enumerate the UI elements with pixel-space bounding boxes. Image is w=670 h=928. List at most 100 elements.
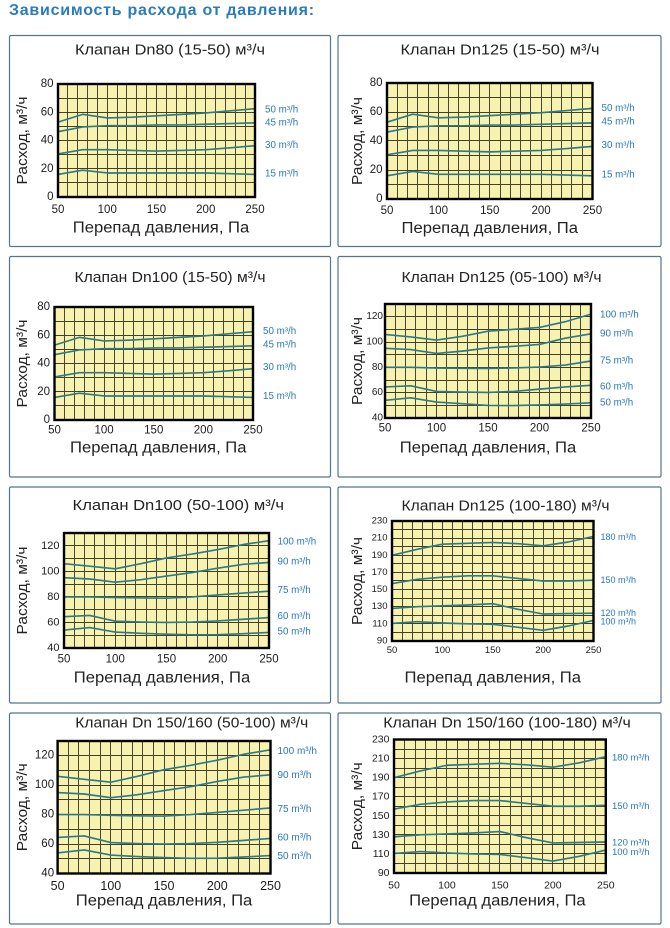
svg-text:200: 200 (532, 205, 551, 217)
svg-text:100: 100 (429, 205, 448, 217)
svg-text:150: 150 (147, 204, 166, 216)
svg-text:60 m³/h: 60 m³/h (278, 611, 311, 622)
svg-text:Перепад давления, Па: Перепад давления, Па (400, 440, 577, 457)
svg-text:Расход, м³/ч: Расход, м³/ч (14, 763, 31, 851)
svg-text:150 m³/h: 150 m³/h (612, 801, 650, 812)
svg-text:60: 60 (41, 838, 54, 850)
svg-text:30 m³/h: 30 m³/h (265, 140, 298, 151)
svg-text:75 m³/h: 75 m³/h (278, 804, 312, 815)
svg-text:250: 250 (259, 654, 278, 666)
svg-text:100: 100 (35, 779, 54, 791)
svg-text:190: 190 (372, 772, 390, 784)
svg-text:100 m³/h: 100 m³/h (601, 617, 637, 627)
svg-text:120: 120 (41, 540, 59, 552)
svg-text:Клапан Dn 150/160 (100-180) м³: Клапан Dn 150/160 (100-180) м³/ч (383, 715, 631, 732)
svg-text:20: 20 (370, 164, 383, 176)
svg-text:60: 60 (372, 387, 384, 398)
svg-text:150: 150 (478, 423, 497, 435)
svg-text:100: 100 (100, 879, 121, 893)
svg-text:40: 40 (47, 642, 59, 654)
svg-text:60: 60 (370, 106, 383, 118)
svg-text:75 m³/h: 75 m³/h (600, 356, 633, 367)
svg-text:100: 100 (438, 880, 456, 892)
svg-text:150: 150 (372, 584, 388, 595)
svg-text:80: 80 (41, 809, 54, 821)
svg-text:200: 200 (194, 425, 213, 437)
svg-text:100 m³/h: 100 m³/h (600, 309, 639, 320)
svg-text:250: 250 (260, 879, 281, 893)
svg-text:230: 230 (372, 516, 388, 527)
svg-text:40: 40 (41, 868, 54, 880)
svg-text:230: 230 (372, 734, 390, 746)
svg-text:90 m³/h: 90 m³/h (600, 328, 633, 339)
svg-text:Расход, м³/ч: Расход, м³/ч (14, 97, 31, 185)
svg-text:50: 50 (379, 423, 392, 435)
svg-text:Перепад давления, Па: Перепад давления, Па (73, 220, 250, 237)
svg-text:130: 130 (372, 601, 388, 612)
svg-text:Клапан Dn100 (15-50) м³/ч: Клапан Dn100 (15-50) м³/ч (75, 269, 266, 286)
svg-text:Расход, м³/ч: Расход, м³/ч (14, 320, 31, 408)
svg-text:250: 250 (597, 880, 615, 892)
svg-text:180 m³/h: 180 m³/h (612, 753, 650, 764)
svg-text:110: 110 (372, 618, 387, 629)
svg-text:50 m³/h: 50 m³/h (278, 851, 312, 862)
svg-text:40: 40 (41, 135, 54, 147)
svg-text:90: 90 (377, 636, 388, 647)
svg-text:45 m³/h: 45 m³/h (602, 117, 635, 128)
svg-text:0: 0 (47, 191, 53, 203)
svg-text:Клапан Dn 150/160 (50-100) м³/: Клапан Dn 150/160 (50-100) м³/ч (75, 715, 308, 732)
svg-text:200: 200 (530, 423, 549, 435)
svg-text:50 m³/h: 50 m³/h (602, 103, 635, 114)
svg-text:50 m³/h: 50 m³/h (600, 398, 633, 409)
svg-text:15 m³/h: 15 m³/h (602, 170, 635, 181)
svg-text:0: 0 (376, 193, 382, 205)
svg-text:100: 100 (434, 645, 450, 656)
svg-text:90: 90 (378, 867, 390, 879)
svg-text:20: 20 (41, 163, 54, 175)
svg-text:Клапан Dn125 (05-100) м³/ч: Клапан Dn125 (05-100) м³/ч (402, 269, 602, 286)
svg-text:Перепад давления, Па: Перепад давления, Па (409, 893, 586, 910)
svg-text:180 m³/h: 180 m³/h (601, 532, 637, 542)
svg-text:130: 130 (372, 829, 390, 841)
svg-text:40: 40 (370, 135, 383, 147)
svg-text:20: 20 (37, 386, 50, 398)
svg-text:75 m³/h: 75 m³/h (278, 585, 311, 596)
svg-text:Клапан Dn125 (15-50) м³/ч: Клапан Dn125 (15-50) м³/ч (401, 42, 600, 59)
svg-text:50: 50 (388, 880, 400, 892)
svg-text:Перепад давления, Па: Перепад давления, Па (70, 440, 247, 457)
svg-text:100: 100 (98, 204, 117, 216)
svg-text:30 m³/h: 30 m³/h (263, 362, 296, 373)
svg-text:60: 60 (37, 329, 50, 341)
svg-text:250: 250 (245, 204, 264, 216)
svg-text:15 m³/h: 15 m³/h (263, 391, 296, 402)
svg-text:60 m³/h: 60 m³/h (278, 833, 312, 844)
svg-text:50 m³/h: 50 m³/h (278, 627, 311, 638)
svg-text:15 m³/h: 15 m³/h (265, 168, 298, 179)
svg-text:50: 50 (58, 654, 71, 666)
svg-text:90 m³/h: 90 m³/h (278, 770, 312, 781)
svg-text:60: 60 (41, 106, 54, 118)
svg-text:200: 200 (535, 645, 551, 656)
svg-text:0: 0 (44, 414, 50, 426)
svg-text:120 m³/h: 120 m³/h (612, 837, 650, 848)
svg-text:50: 50 (48, 425, 61, 437)
svg-text:Перепад давления, Па: Перепад давления, Па (405, 670, 582, 687)
svg-text:Расход, м³/ч: Расход, м³/ч (349, 537, 366, 625)
svg-text:80: 80 (370, 77, 383, 89)
svg-text:Расход, м³/ч: Расход, м³/ч (349, 317, 366, 405)
svg-text:50: 50 (387, 645, 398, 656)
svg-text:100: 100 (366, 337, 383, 348)
svg-text:100: 100 (41, 565, 59, 577)
svg-text:30 m³/h: 30 m³/h (602, 140, 635, 151)
svg-text:80: 80 (47, 591, 59, 603)
svg-text:60: 60 (47, 616, 59, 628)
svg-text:80: 80 (372, 362, 384, 373)
svg-text:Перепад давления, Па: Перепад давления, Па (74, 670, 251, 687)
svg-text:170: 170 (372, 567, 388, 578)
svg-text:Расход, м³/ч: Расход, м³/ч (349, 762, 366, 850)
svg-text:200: 200 (544, 880, 562, 892)
svg-text:200: 200 (196, 204, 215, 216)
svg-text:60 m³/h: 60 m³/h (600, 381, 633, 392)
svg-text:150: 150 (485, 645, 501, 656)
svg-text:250: 250 (586, 645, 602, 656)
